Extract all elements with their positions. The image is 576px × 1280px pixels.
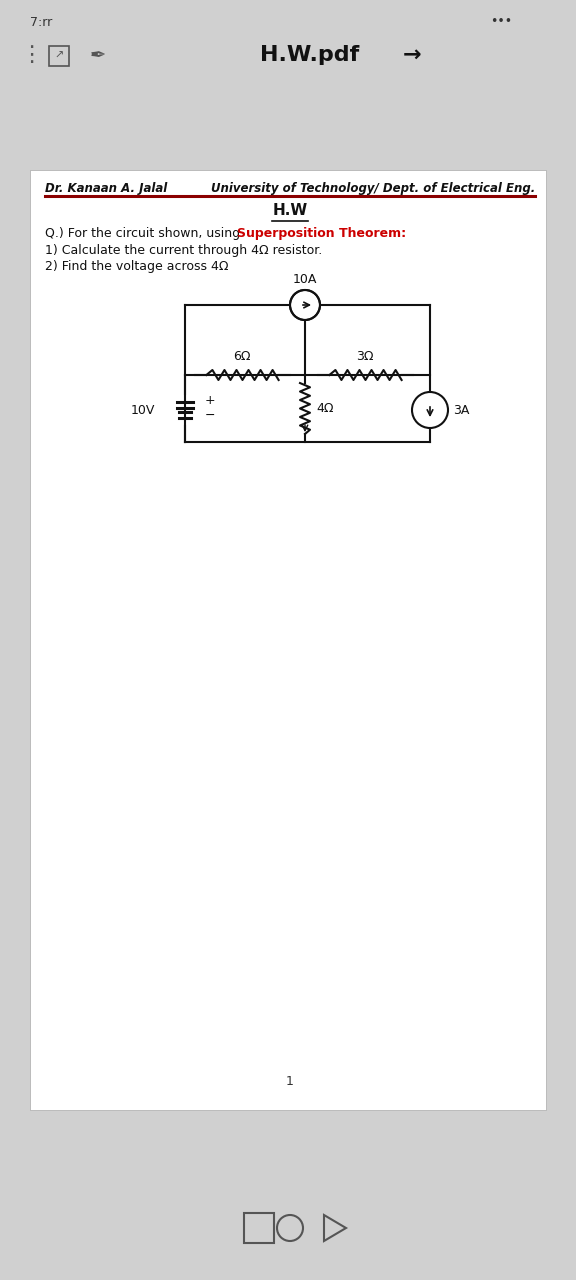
Text: ⋮: ⋮ xyxy=(20,45,42,65)
Circle shape xyxy=(412,392,448,428)
Text: University of Technology/ Dept. of Electrical Eng.: University of Technology/ Dept. of Elect… xyxy=(211,182,535,195)
Text: Q.) For the circuit shown, using: Q.) For the circuit shown, using xyxy=(45,227,244,241)
Text: +: + xyxy=(205,393,215,407)
Text: 10A: 10A xyxy=(293,273,317,285)
Text: 1: 1 xyxy=(286,1075,294,1088)
Text: 3A: 3A xyxy=(453,403,469,416)
Text: 10V: 10V xyxy=(131,403,155,416)
Text: H.W.pdf: H.W.pdf xyxy=(260,45,359,65)
Text: ✒: ✒ xyxy=(90,46,107,64)
Text: Superposition Theorem:: Superposition Theorem: xyxy=(237,227,406,241)
Text: Dr. Kanaan A. Jalal: Dr. Kanaan A. Jalal xyxy=(45,182,167,195)
Text: →: → xyxy=(403,45,422,65)
Text: 7:rr: 7:rr xyxy=(30,15,52,28)
Text: 1) Calculate the current through 4Ω resistor.: 1) Calculate the current through 4Ω resi… xyxy=(45,244,322,257)
Text: H.W: H.W xyxy=(272,204,308,218)
Text: •••: ••• xyxy=(490,15,512,28)
FancyBboxPatch shape xyxy=(30,170,546,1110)
Text: 3Ω: 3Ω xyxy=(356,349,374,364)
Text: 2) Find the voltage across 4Ω: 2) Find the voltage across 4Ω xyxy=(45,260,229,273)
Text: ↗: ↗ xyxy=(54,51,64,61)
Circle shape xyxy=(290,291,320,320)
Text: 6Ω: 6Ω xyxy=(233,349,251,364)
Text: 4Ω: 4Ω xyxy=(316,402,334,415)
Text: −: − xyxy=(205,408,215,421)
